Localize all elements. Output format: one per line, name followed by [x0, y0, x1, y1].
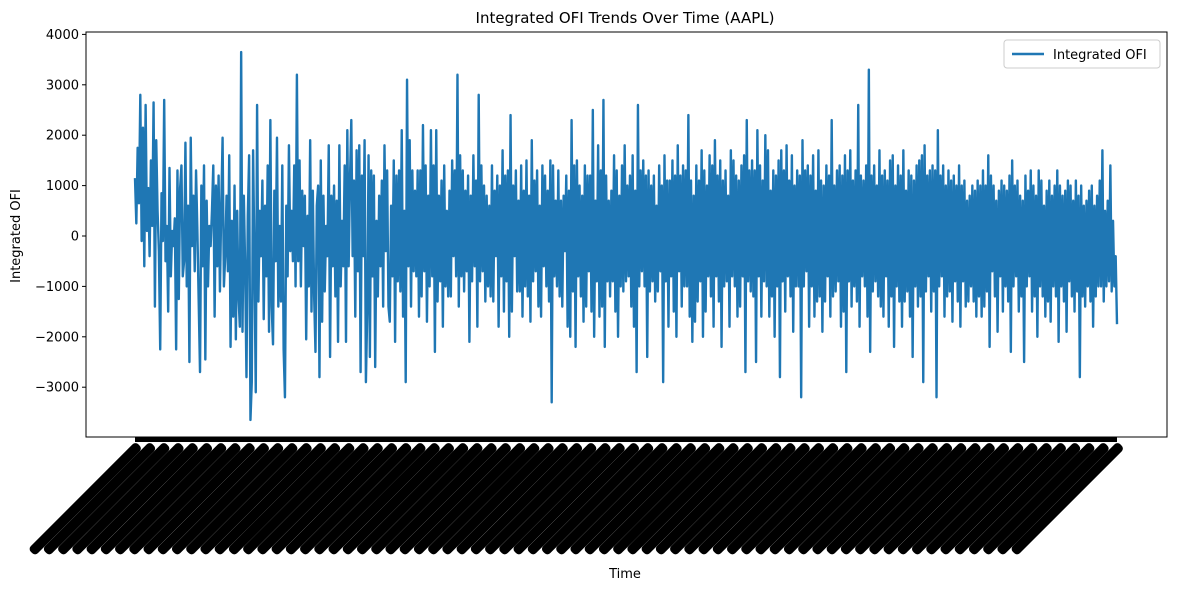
x-tick-label: [499, 443, 611, 555]
x-tick-label: [371, 443, 483, 555]
x-tick-label: [86, 443, 198, 555]
x-tick-label: [670, 443, 782, 555]
x-tick-label: [712, 443, 825, 555]
x-tick-label: [100, 443, 213, 555]
y-tick-label: −2000: [35, 330, 79, 345]
x-tick-label: [413, 443, 526, 555]
x-tick-label: [826, 443, 938, 555]
x-tick-label: [72, 443, 184, 555]
x-tick-label: [883, 443, 995, 555]
x-tick-marks: [135, 437, 1117, 442]
x-tick-label: [741, 443, 853, 555]
x-tick-label: [954, 443, 1066, 555]
x-tick-label: [356, 443, 469, 555]
x-tick-label: [627, 443, 739, 555]
x-tick-label: [727, 443, 839, 555]
x-tick-label: [257, 443, 369, 555]
x-tick-label: [456, 443, 568, 555]
x-tick-label: [769, 443, 881, 555]
x-tick-label: [200, 443, 312, 555]
x-tick-label: [428, 443, 540, 555]
x-tick-label: [157, 443, 269, 555]
x-tick-label: [58, 443, 170, 555]
y-tick-label: 2000: [46, 129, 79, 144]
x-tick-label: [897, 443, 1010, 555]
x-tick-label: [997, 443, 1109, 555]
x-tick-label: [840, 443, 953, 555]
x-tick-label: [29, 443, 141, 555]
x-axis-label: Time: [608, 567, 641, 582]
x-tick-label: [584, 443, 696, 555]
y-ticks: −3000 −2000 −1000 0 1000 2000 3000 4000: [35, 28, 86, 396]
legend-box: [1003, 39, 1161, 69]
x-tick-label: [940, 443, 1052, 555]
x-tick-label: [684, 443, 796, 555]
x-tick-label: [399, 443, 511, 555]
x-tick-label: [314, 443, 426, 555]
x-tick-label: [570, 443, 682, 555]
plot-frame: [85, 31, 1168, 438]
x-tick-label: [470, 443, 583, 555]
x-tick-label: [641, 443, 753, 555]
x-tick-label: [43, 443, 156, 555]
y-tick-label: 3000: [46, 78, 79, 93]
x-tick-label: [171, 443, 284, 555]
x-tick-label: [541, 443, 654, 555]
x-tick-label: [271, 443, 383, 555]
x-tick-label: [983, 443, 1095, 555]
x-tick-label: [228, 443, 341, 555]
x-tick-label: [285, 443, 398, 555]
x-tick-label: [556, 443, 668, 555]
x-tick-label: [129, 443, 241, 555]
x-tick-label: [1011, 443, 1123, 555]
x-tick-label: [912, 443, 1024, 555]
x-tick-label: [485, 443, 597, 555]
y-tick-label: −3000: [35, 381, 79, 396]
x-tick-label: [442, 443, 554, 555]
x-tick-label: [655, 443, 768, 555]
x-tick-label: [812, 443, 924, 555]
y-axis-label: Integrated OFI: [9, 189, 24, 283]
y-tick-label: 1000: [46, 179, 79, 194]
x-tick-label: [598, 443, 711, 555]
x-tick-label: [869, 443, 981, 555]
chart-title: Integrated OFI Trends Over Time (AAPL): [476, 9, 775, 27]
x-tick-label: [513, 443, 625, 555]
x-tick-label: [243, 443, 355, 555]
y-tick-label: −1000: [35, 280, 79, 295]
x-tick-label: [115, 443, 227, 555]
x-tick-label: [300, 443, 412, 555]
x-tick-label: [527, 443, 639, 555]
x-tick-label: [755, 443, 867, 555]
x-tick-labels: [29, 437, 1123, 555]
x-tick-label: [186, 443, 298, 555]
legend: Integrated OFI: [1003, 39, 1161, 69]
legend-label: Integrated OFI: [1053, 48, 1147, 63]
x-tick-label: [328, 443, 440, 555]
x-tick-label: [342, 443, 454, 555]
x-tick-label: [798, 443, 910, 555]
y-tick-label: 4000: [46, 28, 79, 43]
x-tick-label: [855, 443, 967, 555]
y-tick-label: 0: [71, 230, 79, 245]
x-tick-label: [926, 443, 1038, 555]
x-tick-label: [613, 443, 725, 555]
series-line-integrated-ofi: [133, 50, 1119, 422]
x-tick-label: [968, 443, 1081, 555]
x-tick-label: [214, 443, 326, 555]
x-tick-label: [385, 443, 497, 555]
x-tick-label: [698, 443, 810, 555]
x-tick-label: [143, 443, 255, 555]
x-tick-label: [783, 443, 896, 555]
